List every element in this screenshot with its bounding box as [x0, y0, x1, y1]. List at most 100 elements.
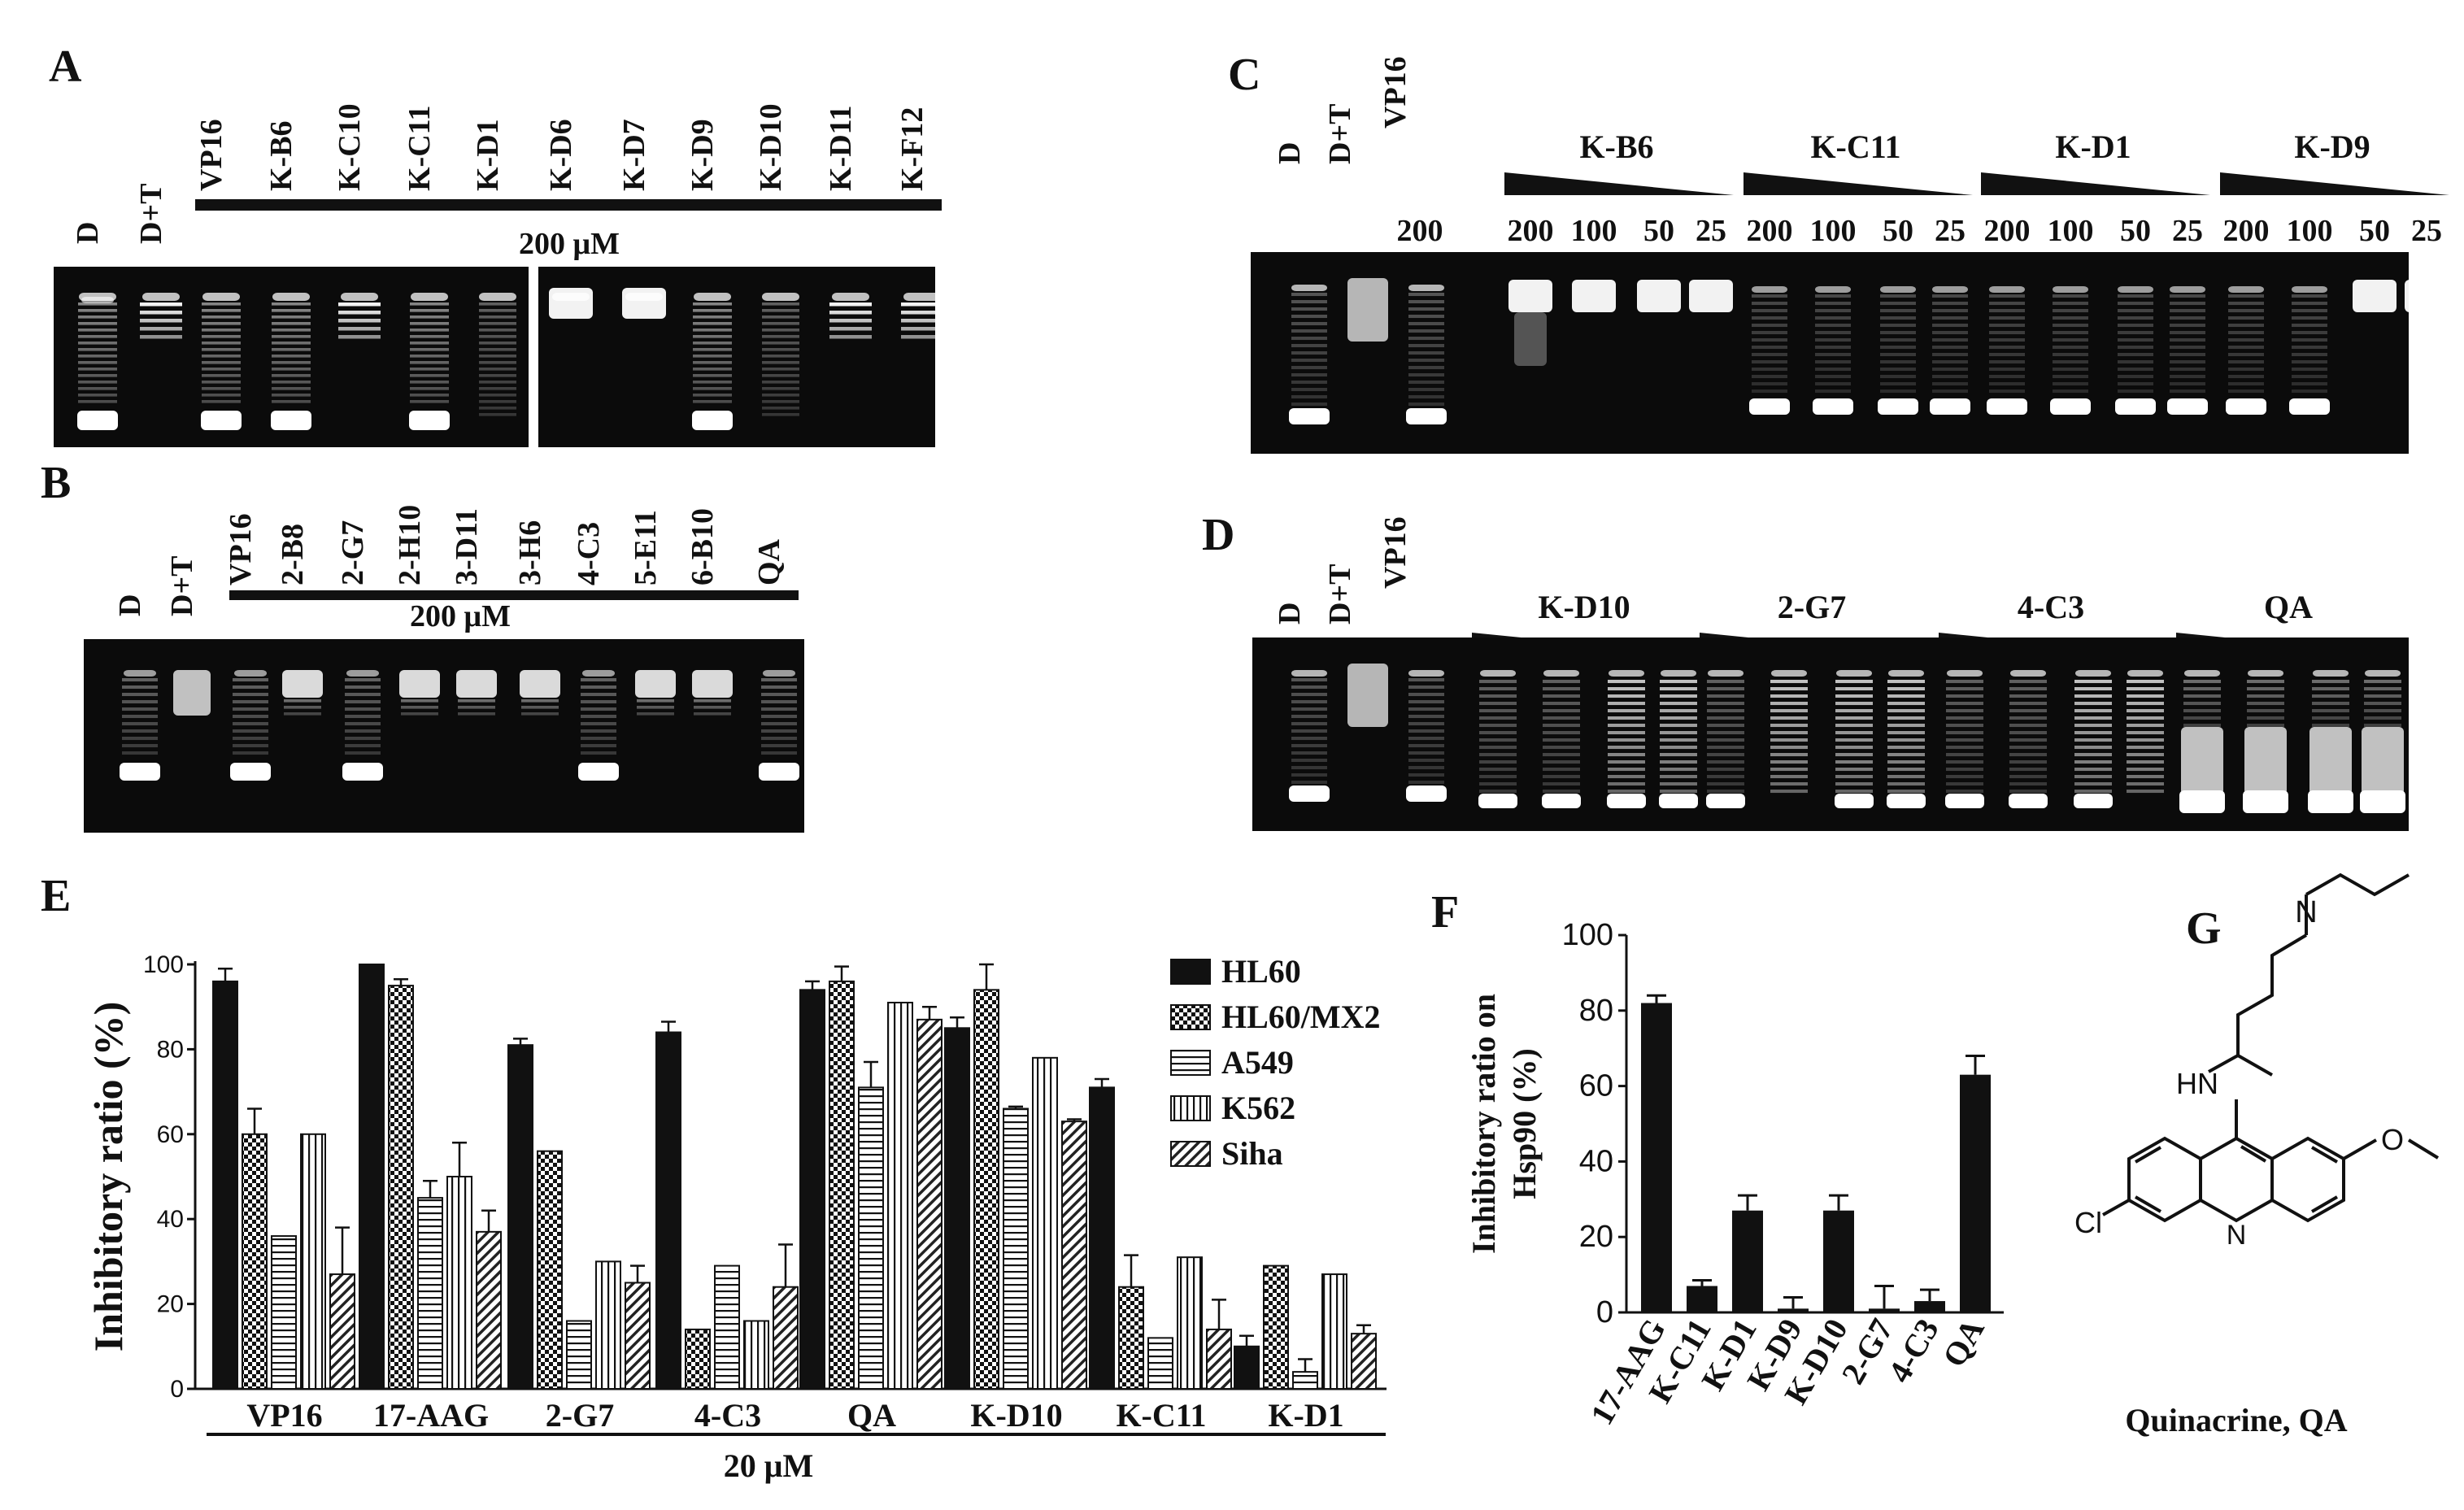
bar-e-k562-qa: [887, 1001, 913, 1390]
gel-lane-c-k-c11-100-well: [1815, 286, 1851, 293]
gel-lane-d-qa-200-smear: [2181, 727, 2223, 795]
gel-lane-d-4-c3-200-ladder: [1946, 680, 1983, 794]
panel-d: D DD+TVP16200K-D1020010050252-G720010050…: [1202, 510, 2409, 831]
bar-e-a549-qa: [858, 1086, 884, 1390]
gel-lane-c-k-b6-50-relaxed: [1637, 280, 1681, 312]
gel-lane-c-k-b6-200-smear: [1514, 312, 1547, 366]
panel-b: B D D+T VP16 2-B8 2-G7 2-H10 3-D11 3-H6 4-C3 5-E1…: [41, 458, 804, 833]
gel-lane-d-qa-100-well: [2248, 670, 2283, 677]
group-label-k-c11: K-C11: [1810, 128, 1900, 165]
gel-lane-d-d-ladder: [1291, 678, 1327, 785]
gel-lane-a-k-d1-well: [479, 293, 516, 301]
bar-f-qa: [1960, 1074, 1991, 1312]
gel-lane-b-d-t-topoisomers: [173, 670, 211, 716]
y-axis-label-f-line2: Hsp90 (%): [1506, 1048, 1543, 1199]
lane-label-b-2-g7: 2-G7: [336, 520, 370, 585]
gel-lane-b-3-h6-relaxed: [520, 670, 560, 698]
gel-lane-d-qa-200-supercoiled: [2179, 790, 2225, 813]
gel-lane-a-k-d6-relaxed: [549, 288, 593, 319]
x-tick-e-17-aag: 17-AAG: [373, 1397, 489, 1434]
gel-lane-d-d-well: [1291, 670, 1327, 677]
y-tick-e-0: 0: [170, 1376, 184, 1403]
gel-lane-d-2-g7-25-supercoiled: [1887, 794, 1926, 808]
legend-swatch-hl60: [1170, 959, 1211, 985]
bar-e-hl60-k-d1: [1234, 1345, 1260, 1390]
gel-lane-c-k-c11-50-ladder: [1880, 294, 1916, 394]
gel-lane-d-qa-100-supercoiled: [2243, 790, 2288, 813]
bar-e-siha-4-c3: [773, 1286, 799, 1390]
y-axis-label-f-line1: Inhibitory ratio on: [1465, 994, 1502, 1254]
y-tick-e-80: 80: [157, 1036, 184, 1063]
gel-lane-d-2-g7-25-ladder: [1887, 680, 1925, 794]
lane-label-b-6-b10: 6-B10: [686, 508, 720, 585]
group-label-4-c3: 4-C3: [2018, 589, 2084, 625]
gel-lane-b-6-b10-relaxed: [692, 670, 733, 698]
dose-label-k-d1-200: 200: [1984, 214, 2031, 248]
panel-letter-e: E: [41, 871, 71, 921]
lane-label-a-k-d9: K-D9: [686, 119, 720, 191]
atom-nh: HN: [2176, 1067, 2218, 1100]
panel-letter-g: G: [2186, 903, 2222, 954]
lane-label-b-vp16: VP16: [224, 513, 258, 585]
bar-e-hl60-2-g7: [507, 1044, 533, 1390]
gel-image-d: [1252, 638, 2409, 831]
lane-label-a-k-d11: K-D11: [824, 105, 858, 191]
gel-lane-a-k-d9-ladder: [693, 302, 732, 403]
bar-e-hl60-mx2-qa: [829, 980, 855, 1390]
gel-lane-b-d-well: [124, 670, 156, 677]
dose-label-k-c11-200: 200: [1747, 214, 1793, 248]
panel-letter-b: B: [41, 458, 71, 508]
gel-lane-c-k-d9-200-supercoiled: [2226, 398, 2266, 415]
gel-lane-c-k-d1-50-well: [2118, 286, 2153, 293]
gel-lane-b-2-g7-ladder: [345, 678, 381, 755]
lane-label-a-k-d6: K-D6: [544, 119, 578, 191]
gel-lane-d-qa-25-well: [2365, 670, 2401, 677]
structure-caption: Quinacrine, QA: [2125, 1402, 2347, 1438]
dose-wedge-k-d1: [1981, 172, 2210, 195]
bar-e-siha-k-d10: [1061, 1121, 1087, 1390]
gel-lane-c-k-d9-200-ladder: [2228, 294, 2264, 394]
gel-lane-b-vp16-well: [234, 670, 267, 677]
bar-e-hl60-k-c11: [1089, 1086, 1115, 1390]
legend-label-hl60-mx2: HL60/MX2: [1221, 999, 1381, 1035]
gel-lane-c-k-d1-25-well: [2170, 286, 2205, 293]
gel-lane-c-k-d9-200-well: [2228, 286, 2264, 293]
gel-lane-d-2-g7-200-ladder: [1707, 680, 1744, 794]
panel-a: A D D+T VP16 K-B6 K-C10 K-C11 K-D1 K-D6 K-D7 K-D9…: [49, 41, 943, 447]
lane-label-a-vp16: VP16: [194, 119, 229, 191]
dose-label-k-d9-100: 100: [2287, 214, 2333, 248]
bar-f-k-d10: [1823, 1210, 1854, 1312]
bar-e-k562-17-aag: [446, 1176, 472, 1390]
gel-lane-d-d-supercoiled: [1289, 785, 1330, 802]
gel-lane-b-3-h6-ladder: [521, 699, 559, 716]
gel-bands-a: [77, 288, 943, 430]
gel-lane-c-vp16-supercoiled: [1406, 408, 1447, 424]
gel-lane-c-d-ladder: [1291, 293, 1327, 407]
legend-label-hl60: HL60: [1221, 953, 1301, 990]
gel-lane-c-k-b6-200-relaxed: [1508, 280, 1552, 312]
lane-label-b-d-t: D+T: [165, 556, 199, 616]
gel-lane-d-qa-50-ladder: [2312, 680, 2349, 728]
bar-e-a549-2-g7: [566, 1320, 592, 1390]
gel-lane-b-qa-supercoiled: [759, 763, 799, 781]
gel-lane-d-k-d10-50-well: [1609, 670, 1644, 677]
gel-lane-a-k-b6-supercoiled: [271, 411, 311, 430]
bar-e-k562-2-g7: [595, 1260, 621, 1390]
x-tick-f-qa: QA: [1935, 1312, 1992, 1373]
bar-e-hl60-k-d10: [944, 1027, 970, 1390]
gel-lane-b-2-b8-ladder: [284, 699, 321, 716]
x-tick-e-2-g7: 2-G7: [546, 1397, 614, 1434]
gel-lane-a-vp16-well: [202, 293, 240, 301]
gel-lane-a-d-t-ladder: [140, 302, 182, 339]
bar-e-a549-4-c3: [714, 1264, 740, 1390]
gel-lane-d-4-c3-50-supercoiled: [2074, 794, 2113, 808]
x-axis-label-e: 20 μM: [724, 1447, 813, 1484]
gel-lane-d-4-c3-50-ladder: [2074, 680, 2112, 794]
lane-label-a-k-f12: K-F12: [895, 107, 929, 191]
gel-lane-a-k-d11-ladder: [829, 302, 872, 339]
y-tick-f-60: 60: [1579, 1069, 1613, 1103]
gel-lane-d-qa-200-ladder: [2183, 680, 2221, 728]
gel-lane-d-qa-50-smear: [2309, 727, 2352, 795]
